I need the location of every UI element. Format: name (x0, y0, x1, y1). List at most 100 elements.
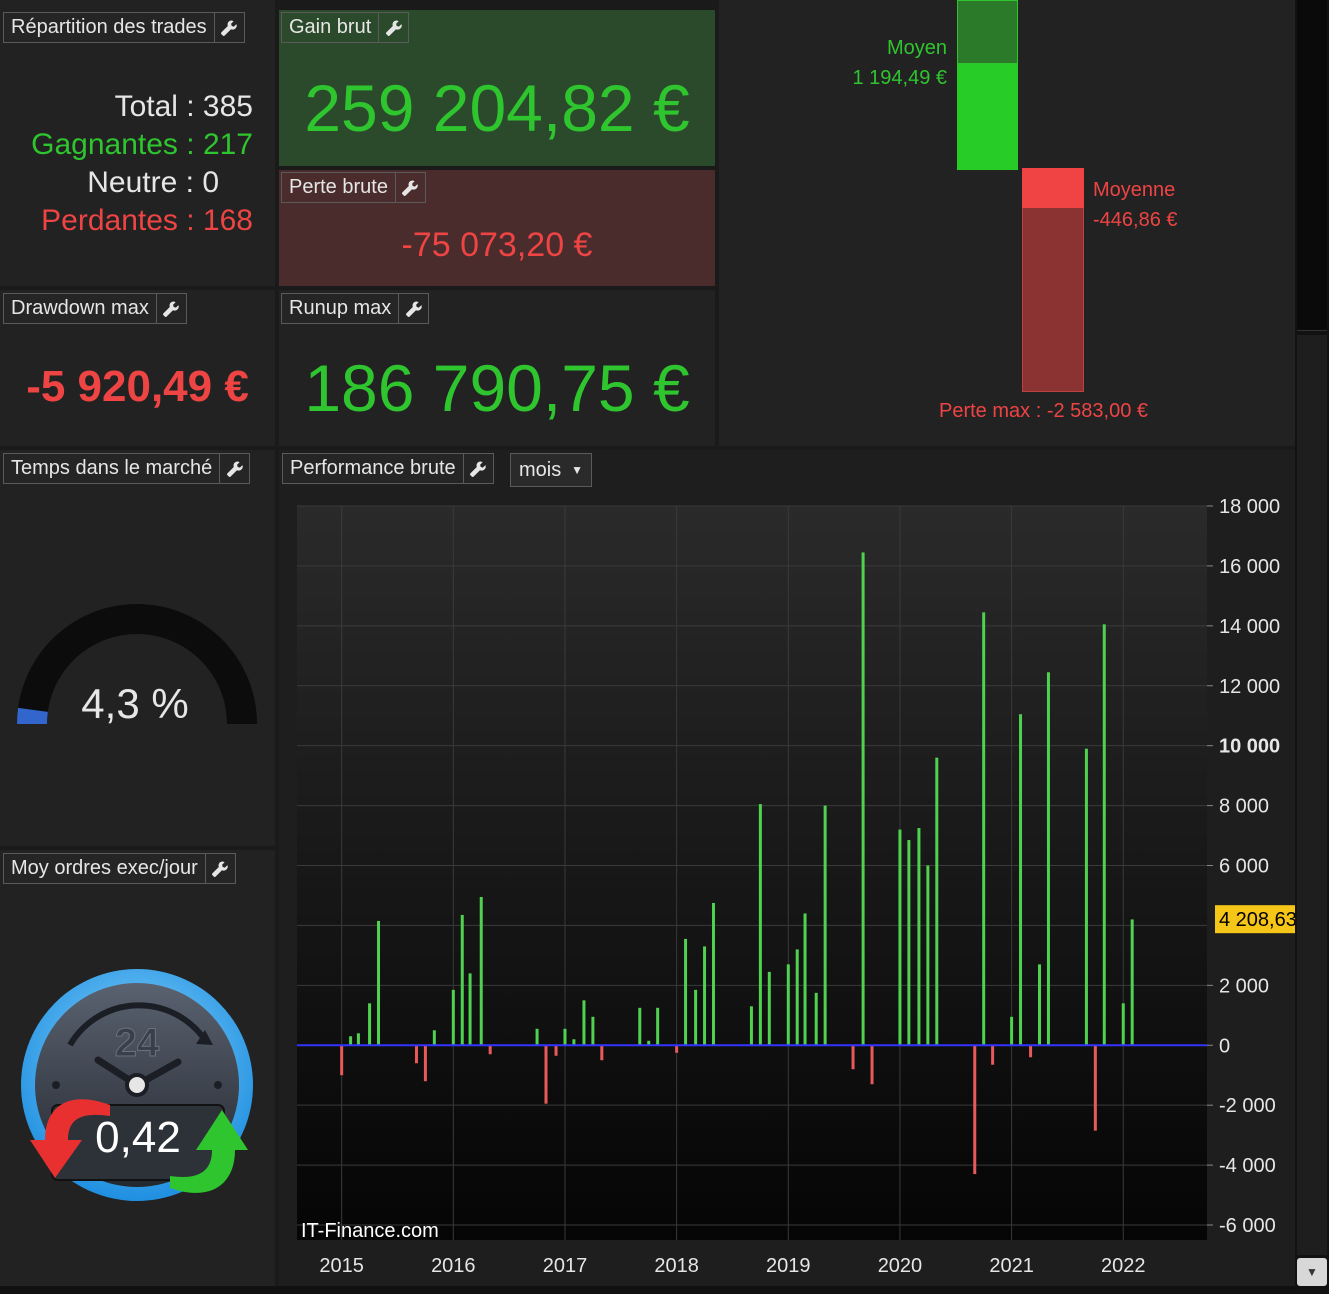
bar (1121, 1003, 1125, 1046)
y-tick-label: -4 000 (1219, 1155, 1276, 1177)
runup-title-bar: Runup max (281, 293, 430, 324)
bar (356, 1033, 360, 1046)
wrench-icon[interactable] (204, 854, 235, 883)
wrench-icon[interactable] (155, 294, 186, 323)
drawdown-title-bar: Drawdown max (3, 293, 187, 324)
scrollbar-track[interactable] (1297, 335, 1327, 1255)
bottom-strip (0, 1286, 1295, 1294)
bar (479, 896, 483, 1046)
x-tick-label: 2016 (431, 1255, 476, 1277)
x-tick-label: 2022 (1101, 1255, 1146, 1277)
panel-title: Drawdown max (11, 297, 149, 319)
bar (926, 865, 930, 1046)
clock-arc (67, 1002, 208, 1047)
y-tick-label: 14 000 (1219, 616, 1280, 638)
gain-brut-title-bar: Gain brut (281, 12, 410, 43)
last-value-marker (1215, 905, 1295, 934)
bar (340, 1045, 344, 1076)
panel-title: Runup max (289, 297, 392, 319)
x-tick-label: 2015 (319, 1255, 364, 1277)
avg-gain-bar (957, 64, 1018, 170)
bar (544, 1045, 548, 1104)
market-time-value: 4,3 % (81, 680, 189, 727)
y-tick-label: 0 (1219, 1035, 1230, 1057)
orders-title-bar: Moy ordres exec/jour (3, 853, 236, 884)
clock-gauge-icon: 24 (21, 969, 253, 1201)
bar (1093, 1045, 1097, 1131)
wrench-icon[interactable] (213, 13, 244, 42)
perte-brute-value: -75 073,20 € (401, 226, 593, 264)
chevron-down-icon: ▼ (571, 463, 583, 477)
bar (795, 949, 799, 1046)
gauge-fill (17, 707, 48, 724)
last-value-label: 4 208,63 (1219, 909, 1295, 931)
period-dropdown-value: mois (519, 459, 562, 481)
wrench-icon[interactable] (394, 173, 425, 202)
bar (349, 1036, 353, 1046)
panel-title: Perte brute (289, 176, 388, 198)
wrench-icon[interactable] (219, 454, 249, 483)
bar (460, 914, 464, 1046)
x-tick-label: 2021 (989, 1255, 1034, 1277)
bar (1038, 964, 1042, 1046)
time-in-market-title-bar: Temps dans le marché (3, 453, 251, 484)
arrow-down-icon: ▼ (1306, 1265, 1318, 1279)
repartition-panel: Répartition des trades Total : 385 Gagna… (0, 0, 275, 286)
perte-brute-title-bar: Perte brute (281, 172, 426, 203)
bar (563, 1028, 567, 1046)
panel-title: Répartition des trades (11, 16, 207, 38)
gauge-track (17, 604, 257, 724)
bar (870, 1045, 874, 1085)
gain-brut-value: 259 204,82 € (304, 71, 690, 145)
avg-gain-bar-dark (957, 0, 1018, 64)
bar (451, 989, 455, 1046)
max-loss-bar (1022, 208, 1084, 392)
period-dropdown[interactable]: mois ▼ (510, 453, 592, 487)
wrench-icon[interactable] (462, 454, 493, 483)
green-up-arrow-icon (170, 1110, 248, 1193)
clock-arc-arrow (196, 1030, 213, 1045)
bar (675, 1045, 679, 1053)
x-tick-label: 2020 (878, 1255, 923, 1277)
bar (1019, 714, 1023, 1046)
wrench-icon[interactable] (378, 13, 408, 42)
runup-panel: Runup max 186 790,75 € (279, 290, 715, 446)
x-tick-label: 2019 (766, 1255, 811, 1277)
orders-value: 0,42 (95, 1113, 181, 1162)
bar (703, 946, 707, 1046)
market-time-gauge (17, 604, 257, 724)
bar (935, 757, 939, 1046)
y-tick-label: 18 000 (1219, 496, 1280, 518)
bar (749, 1006, 753, 1046)
clock-tick (214, 1081, 222, 1089)
scroll-down-button[interactable]: ▼ (1297, 1258, 1327, 1286)
bar (758, 804, 762, 1046)
y-tick-label: 2 000 (1219, 975, 1269, 997)
time-in-market-panel: Temps dans le marché 4,3 % (0, 450, 275, 846)
runup-value: 186 790,75 € (304, 351, 690, 425)
losing-count: Perdantes : 168 (41, 204, 253, 237)
panel-title: Performance brute (290, 457, 456, 479)
y-tick-label: -6 000 (1219, 1215, 1276, 1237)
bar (572, 1039, 576, 1046)
y-tick-label: 8 000 (1219, 796, 1269, 818)
scrollbar-thumb[interactable] (1297, 0, 1327, 331)
bar (694, 989, 698, 1046)
red-down-arrow-icon (30, 1099, 110, 1178)
drawdown-value: -5 920,49 € (26, 362, 249, 411)
bar (1102, 624, 1106, 1046)
bar (814, 992, 818, 1046)
bar (468, 973, 472, 1046)
plot-area (297, 506, 1207, 1240)
bar (1084, 748, 1088, 1046)
bar (973, 1045, 977, 1175)
y-tick-label: 10 000 (1219, 736, 1280, 758)
panel-title: Gain brut (289, 16, 372, 38)
bar (600, 1045, 604, 1061)
y-tick-label: 16 000 (1219, 556, 1280, 578)
bar (554, 1045, 558, 1056)
bar (1029, 1045, 1033, 1058)
total-count: Total : 385 (114, 90, 253, 123)
wrench-icon[interactable] (398, 294, 428, 323)
performance-chart: 18 000 16 000 14 000 12 000 10 000 8 000 6 000… (297, 496, 1295, 1277)
